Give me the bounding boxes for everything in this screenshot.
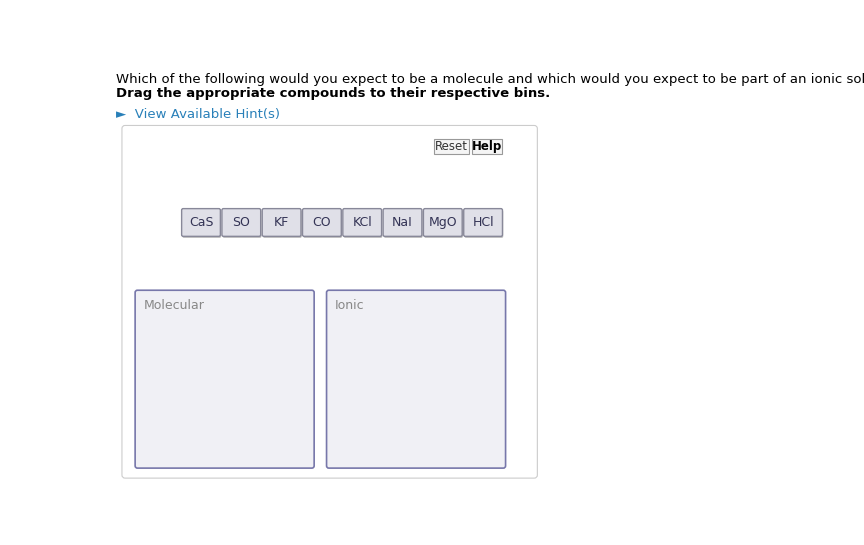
Text: CaS: CaS [188, 216, 213, 229]
FancyBboxPatch shape [424, 210, 463, 238]
FancyBboxPatch shape [181, 209, 220, 237]
Text: Help: Help [472, 140, 502, 153]
FancyBboxPatch shape [434, 138, 469, 154]
Text: Which of the following would you expect to be a molecule and which would you exp: Which of the following would you expect … [116, 73, 864, 86]
Text: ►  View Available Hint(s): ► View Available Hint(s) [116, 108, 280, 121]
FancyBboxPatch shape [344, 210, 383, 238]
FancyBboxPatch shape [135, 290, 314, 468]
Text: SO: SO [232, 216, 251, 229]
FancyBboxPatch shape [122, 125, 537, 478]
Text: MgO: MgO [429, 216, 457, 229]
Text: HCl: HCl [473, 216, 494, 229]
FancyBboxPatch shape [423, 209, 462, 237]
FancyBboxPatch shape [343, 209, 382, 237]
FancyBboxPatch shape [302, 209, 341, 237]
FancyBboxPatch shape [263, 209, 301, 237]
FancyBboxPatch shape [384, 210, 422, 238]
FancyBboxPatch shape [473, 138, 502, 154]
FancyBboxPatch shape [222, 209, 261, 237]
FancyBboxPatch shape [327, 290, 505, 468]
FancyBboxPatch shape [464, 209, 503, 237]
Text: KCl: KCl [353, 216, 372, 229]
Text: Ionic: Ionic [335, 299, 365, 312]
FancyBboxPatch shape [303, 210, 342, 238]
Text: Molecular: Molecular [143, 299, 205, 312]
Text: Drag the appropriate compounds to their respective bins.: Drag the appropriate compounds to their … [116, 87, 550, 100]
FancyBboxPatch shape [223, 210, 262, 238]
Text: Reset: Reset [435, 140, 467, 153]
Text: NaI: NaI [392, 216, 413, 229]
FancyBboxPatch shape [465, 210, 503, 238]
FancyBboxPatch shape [182, 210, 221, 238]
Text: CO: CO [313, 216, 331, 229]
FancyBboxPatch shape [263, 210, 302, 238]
FancyBboxPatch shape [383, 209, 422, 237]
Text: KF: KF [274, 216, 289, 229]
